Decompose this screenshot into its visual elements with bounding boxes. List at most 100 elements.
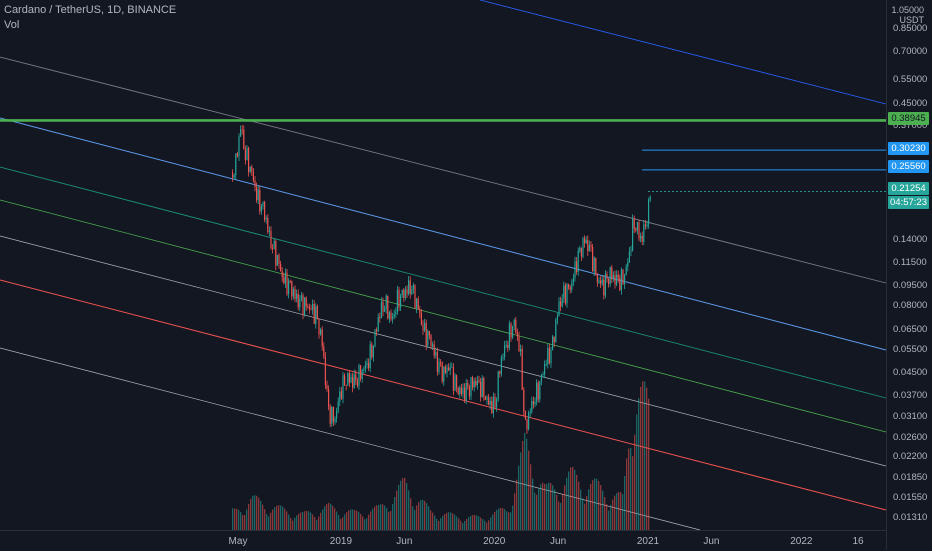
candle-body	[260, 206, 262, 212]
candle-body	[262, 201, 264, 207]
price-tick-label: 0.03100	[893, 411, 928, 423]
volume-bar	[346, 512, 348, 530]
volume-bar	[426, 503, 428, 530]
candle-body	[428, 331, 430, 336]
candle-body	[606, 273, 608, 280]
trend-line-6	[0, 279, 887, 511]
time-tick-label: 16	[852, 536, 864, 547]
trend-line-0	[479, 0, 887, 105]
candle-body	[553, 336, 555, 343]
volume-bar	[290, 517, 292, 530]
candle-body	[233, 175, 235, 178]
volume-bar	[556, 494, 558, 530]
candle-body	[593, 257, 595, 272]
price-tick-label: 0.55000	[893, 74, 928, 86]
candle-body	[566, 284, 568, 304]
volume-bar	[320, 512, 322, 530]
volume-bar	[400, 480, 402, 530]
candle-body	[412, 285, 414, 290]
candle-body	[580, 247, 582, 257]
candle-body	[273, 241, 275, 249]
price-tick-label: 0.11500	[893, 257, 927, 269]
time-tick-label: 2020	[483, 536, 506, 547]
volume-bar	[604, 497, 606, 530]
candle-body	[304, 297, 306, 315]
level-badge-blue-2: 0.25560	[888, 160, 929, 173]
candle-body	[425, 322, 427, 346]
candle-body	[537, 382, 539, 400]
candle-body	[480, 381, 482, 397]
volume-bar	[402, 478, 404, 530]
candle-body	[320, 329, 322, 335]
volume-indicator-label[interactable]: Vol	[4, 19, 20, 31]
volume-bar	[566, 477, 568, 530]
volume-bar	[596, 478, 598, 530]
candle-body	[500, 357, 502, 374]
candle-body	[323, 346, 325, 357]
candle-body	[622, 269, 624, 285]
candle-body	[640, 235, 642, 239]
price-axis[interactable]	[886, 0, 932, 550]
volume-bar	[286, 511, 288, 530]
volume-bar	[382, 504, 384, 530]
level-badge-blue-1: 0.30230	[888, 142, 929, 155]
candle-body	[291, 281, 293, 297]
candle-body	[520, 348, 522, 352]
candle-body	[468, 386, 470, 397]
candle-body	[507, 344, 509, 348]
candle-body	[460, 387, 462, 395]
candle-body	[644, 224, 646, 227]
volume-bar	[386, 508, 388, 530]
volume-bar	[432, 512, 434, 530]
candle-body	[545, 364, 547, 365]
candle-body	[243, 129, 245, 150]
volume-bar	[442, 515, 444, 530]
volume-bar	[436, 518, 438, 530]
volume-bar	[380, 504, 382, 530]
candle-body	[326, 385, 328, 390]
candle-body	[353, 374, 355, 388]
candle-body	[328, 389, 330, 407]
candle-body	[620, 269, 622, 291]
candle-body	[609, 267, 611, 285]
time-axis[interactable]	[0, 530, 886, 551]
candle-body	[305, 297, 307, 307]
candle-body	[598, 280, 600, 283]
volume-bar	[364, 519, 366, 530]
volume-bar	[498, 508, 500, 530]
volume-bar	[298, 513, 300, 530]
candle-body	[444, 366, 446, 373]
candle-body	[526, 419, 528, 430]
axis-unit-label: USDT	[899, 15, 925, 25]
candle-body	[521, 348, 523, 390]
candle-body	[648, 200, 650, 225]
candle-body	[408, 280, 410, 294]
volume-bar	[252, 495, 254, 530]
candle-body	[496, 399, 498, 408]
candle-body	[368, 362, 370, 369]
volume-bar	[374, 506, 376, 530]
volume-bar	[478, 516, 480, 530]
volume-bar	[570, 467, 572, 530]
candle-body	[424, 322, 426, 331]
candle-body	[579, 247, 581, 251]
volume-bar	[624, 475, 626, 530]
candle-body	[398, 289, 400, 308]
candle-body	[524, 411, 526, 420]
volume-bar	[630, 447, 632, 530]
candle-body	[518, 336, 520, 352]
volume-bar	[358, 511, 360, 530]
volume-bar	[276, 505, 278, 530]
trend-line-7	[0, 347, 701, 531]
candle-body	[342, 375, 344, 399]
axis-top-label: 1.05000	[891, 5, 924, 15]
candle-body	[617, 274, 619, 279]
volume-bar	[406, 483, 408, 530]
candle-body	[563, 285, 565, 299]
price-tick-label: 0.37000	[893, 120, 928, 132]
candle-body	[574, 261, 576, 279]
candle-body	[505, 344, 507, 346]
volume-bar	[268, 516, 270, 530]
candle-body	[329, 406, 331, 424]
